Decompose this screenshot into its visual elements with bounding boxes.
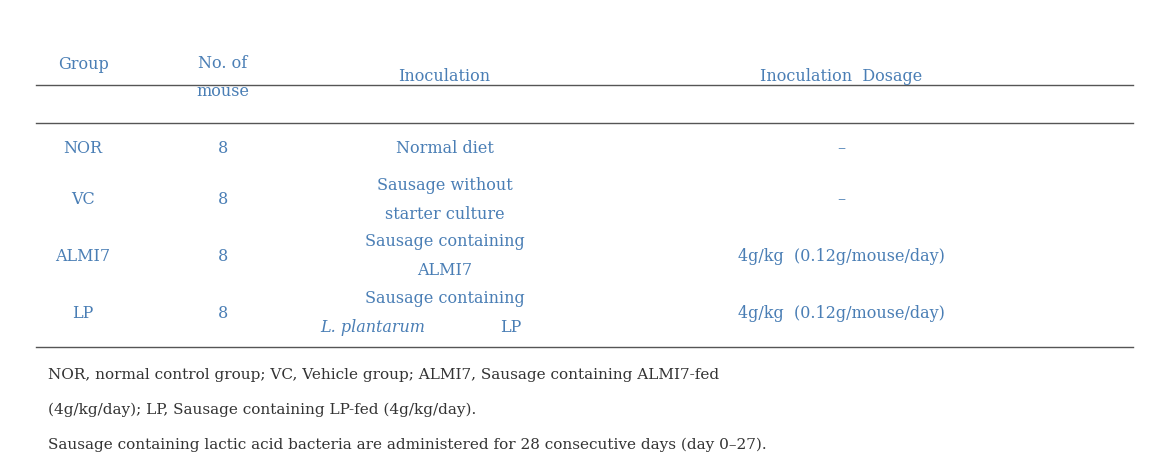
Text: Inoculation  Dosage: Inoculation Dosage — [760, 68, 922, 85]
Text: No. of: No. of — [199, 55, 248, 71]
Text: NOR: NOR — [63, 140, 103, 157]
Text: Inoculation: Inoculation — [399, 68, 491, 85]
Text: ALMI7: ALMI7 — [417, 262, 472, 280]
Text: ALMI7: ALMI7 — [55, 248, 111, 265]
Text: –: – — [837, 140, 845, 157]
Text: Sausage containing: Sausage containing — [365, 290, 525, 306]
Text: Sausage containing lactic acid bacteria are administered for 28 consecutive days: Sausage containing lactic acid bacteria … — [48, 438, 767, 453]
Text: L. plantarum: L. plantarum — [320, 320, 424, 337]
Text: Sausage containing: Sausage containing — [365, 233, 525, 250]
Text: NOR, normal control group; VC, Vehicle group; ALMI7, Sausage containing ALMI7-fe: NOR, normal control group; VC, Vehicle g… — [48, 368, 719, 382]
Text: 4g/kg  (0.12g/mouse/day): 4g/kg (0.12g/mouse/day) — [738, 248, 945, 265]
Text: Sausage without: Sausage without — [376, 177, 512, 194]
Text: starter culture: starter culture — [385, 206, 504, 223]
Text: Normal diet: Normal diet — [395, 140, 493, 157]
Text: LP: LP — [72, 305, 94, 321]
Text: 8: 8 — [217, 248, 228, 265]
Text: –: – — [837, 191, 845, 209]
Text: 8: 8 — [217, 191, 228, 209]
Text: 4g/kg  (0.12g/mouse/day): 4g/kg (0.12g/mouse/day) — [738, 305, 945, 321]
Text: 8: 8 — [217, 305, 228, 321]
Text: (4g/kg/day); LP, Sausage containing LP-fed (4g/kg/day).: (4g/kg/day); LP, Sausage containing LP-f… — [48, 403, 476, 417]
Text: Group: Group — [57, 56, 109, 73]
Text: 8: 8 — [217, 140, 228, 157]
Text: mouse: mouse — [196, 83, 249, 100]
Text: LP: LP — [500, 320, 521, 337]
Text: VC: VC — [71, 191, 95, 209]
